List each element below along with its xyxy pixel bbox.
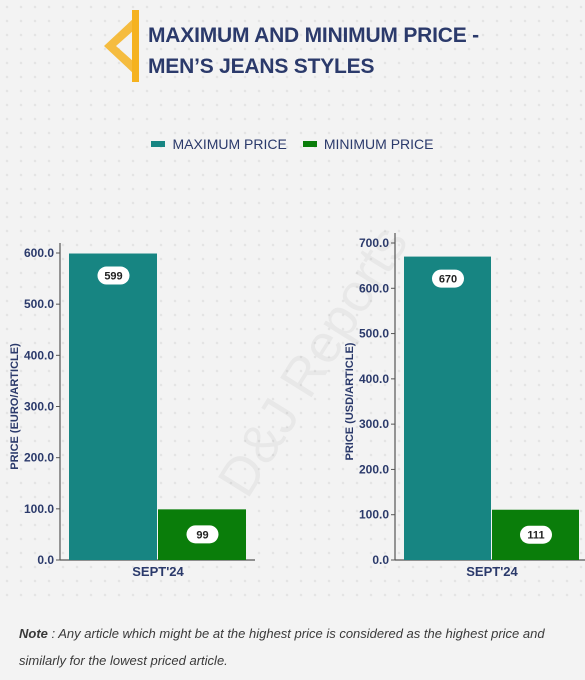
y-tick-label: 500.0 [24, 297, 54, 311]
y-tick-label: 300.0 [24, 400, 54, 414]
chart-header: MAXIMUM AND MINIMUM PRICE - MEN’S JEANS … [104, 10, 574, 84]
title-accent-bar [132, 10, 139, 82]
x-category-label: SEPT'24 [466, 564, 518, 579]
y-tick-label: 200.0 [24, 451, 54, 465]
y-tick-label: 700.0 [359, 236, 389, 250]
y-tick-label: 500.0 [359, 327, 389, 341]
bar-maximum-price [404, 256, 491, 560]
note-text: : Any article which might be at the high… [19, 626, 545, 668]
chevron-left-icon [104, 18, 134, 74]
legend-swatch-max [151, 141, 166, 147]
data-label-badge [97, 266, 130, 285]
chart-usd: 0.0 100.0 200.0 300.0 400.0 500.0 600.0 700.0 PR… [344, 233, 585, 579]
y-tick-label: 600.0 [24, 246, 54, 260]
legend-item-max: MAXIMUM PRICE [151, 136, 287, 152]
y-tick-label: 0.0 [372, 553, 389, 567]
y-tick-label: 0.0 [37, 553, 54, 567]
legend-label-max: MAXIMUM PRICE [172, 136, 287, 152]
y-tick-label: 400.0 [359, 372, 389, 386]
title-line-1: MAXIMUM AND MINIMUM PRICE - [148, 24, 479, 47]
data-label: 111 [527, 530, 544, 542]
footnote: Note : Any article which might be at the… [19, 620, 579, 674]
y-tick-label: 200.0 [359, 462, 389, 476]
chart-eur: 0.0 100.0 200.0 300.0 400.0 500.0 600.0 PRICE (… [9, 243, 255, 579]
y-axis-label: PRICE (EURO/ARTICLE) [9, 343, 21, 470]
legend-label-min: MINIMUM PRICE [323, 136, 434, 152]
x-category-label: SEPT'24 [132, 564, 184, 579]
data-label: 670 [439, 274, 457, 286]
y-tick-label: 400.0 [24, 348, 54, 362]
y-tick-label: 600.0 [359, 281, 389, 295]
data-label-badge [432, 269, 464, 288]
legend: MAXIMUM PRICE MINIMUM PRICE [0, 136, 585, 152]
legend-item-min: MINIMUM PRICE [302, 136, 434, 152]
legend-swatch-min [302, 141, 317, 147]
page-title: MAXIMUM AND MINIMUM PRICE - MEN’S JEANS … [148, 20, 479, 82]
y-tick-label: 300.0 [359, 417, 389, 431]
data-label-badge [520, 525, 552, 544]
y-tick-label: 100.0 [359, 508, 389, 522]
data-label-badge [186, 525, 219, 544]
bar-maximum-price [69, 253, 157, 561]
y-tick-label: 100.0 [24, 502, 54, 516]
y-axis-label: PRICE (USD/ARTICLE) [344, 342, 356, 460]
title-line-2: MEN’S JEANS STYLES [148, 55, 375, 78]
data-label: 99 [196, 529, 208, 541]
note-label: Note [19, 626, 48, 641]
data-label: 599 [104, 271, 122, 283]
